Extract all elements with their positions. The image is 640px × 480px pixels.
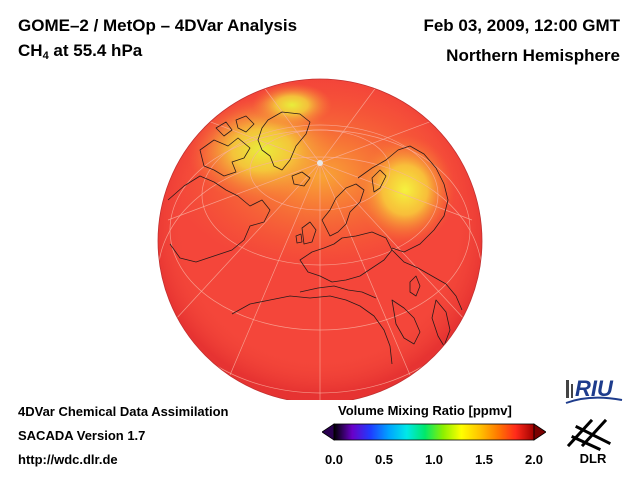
coast-asia — [391, 249, 463, 311]
footer-system: 4DVar Chemical Data Assimilation — [18, 404, 229, 419]
coast-caspian — [409, 275, 421, 297]
coast-scandinavia — [321, 183, 365, 237]
colorbar-tick-1: 0.5 — [374, 452, 394, 467]
colorbar-tick-3: 1.5 — [474, 452, 494, 467]
colorbar-tick-2: 1.0 — [424, 452, 444, 467]
species-text: CH — [18, 41, 43, 60]
north-pole-marker — [317, 160, 323, 166]
colorbar-low-arrow — [322, 423, 335, 441]
coast-north-america — [167, 175, 271, 263]
riu-building-icon — [566, 380, 573, 398]
coast-iceland — [291, 171, 311, 187]
footer-version: SACADA Version 1.7 — [18, 428, 146, 443]
colorbar-high-arrow — [533, 423, 546, 441]
coast-africa-north — [231, 295, 393, 365]
hemisphere-map — [157, 78, 483, 400]
dlr-logo[interactable]: DLR — [563, 413, 625, 465]
title-line1: GOME–2 / MetOp – 4DVar Analysis — [18, 16, 298, 35]
colorbar-title: Volume Mixing Ratio [ppmv] — [338, 403, 512, 418]
date-time: Feb 03, 2009, 12:00 GMT — [423, 16, 620, 35]
coast-siberia — [357, 145, 449, 253]
level-text: at 55.4 hPa — [48, 41, 143, 60]
colorbar-tick-0: 0.0 — [324, 452, 344, 467]
colorbar — [322, 423, 546, 441]
colorbar-gradient — [333, 423, 535, 441]
colorbar-tick-4: 2.0 — [524, 452, 544, 467]
footer-url[interactable]: http://wdc.dlr.de — [18, 452, 118, 467]
coast-novaya-zemlya — [371, 169, 387, 193]
species-subscript: 4 — [42, 50, 49, 62]
graticule — [158, 81, 482, 400]
globe-field — [158, 79, 482, 400]
coast-mediterranean — [299, 285, 377, 299]
coast-canada-arctic — [199, 115, 255, 177]
riu-logo[interactable]: RIU — [560, 372, 630, 408]
title-species-level: CH4 at 55.4 hPa — [18, 41, 142, 62]
coast-british-isles — [295, 221, 317, 245]
coast-greenland — [257, 111, 311, 171]
region-label: Northern Hemisphere — [446, 46, 620, 65]
riu-swoosh — [565, 396, 623, 404]
dlr-logo-text: DLR — [580, 451, 607, 465]
dlr-emblem-icon — [566, 418, 612, 451]
coast-arabia — [391, 299, 421, 345]
coastlines — [167, 111, 463, 365]
